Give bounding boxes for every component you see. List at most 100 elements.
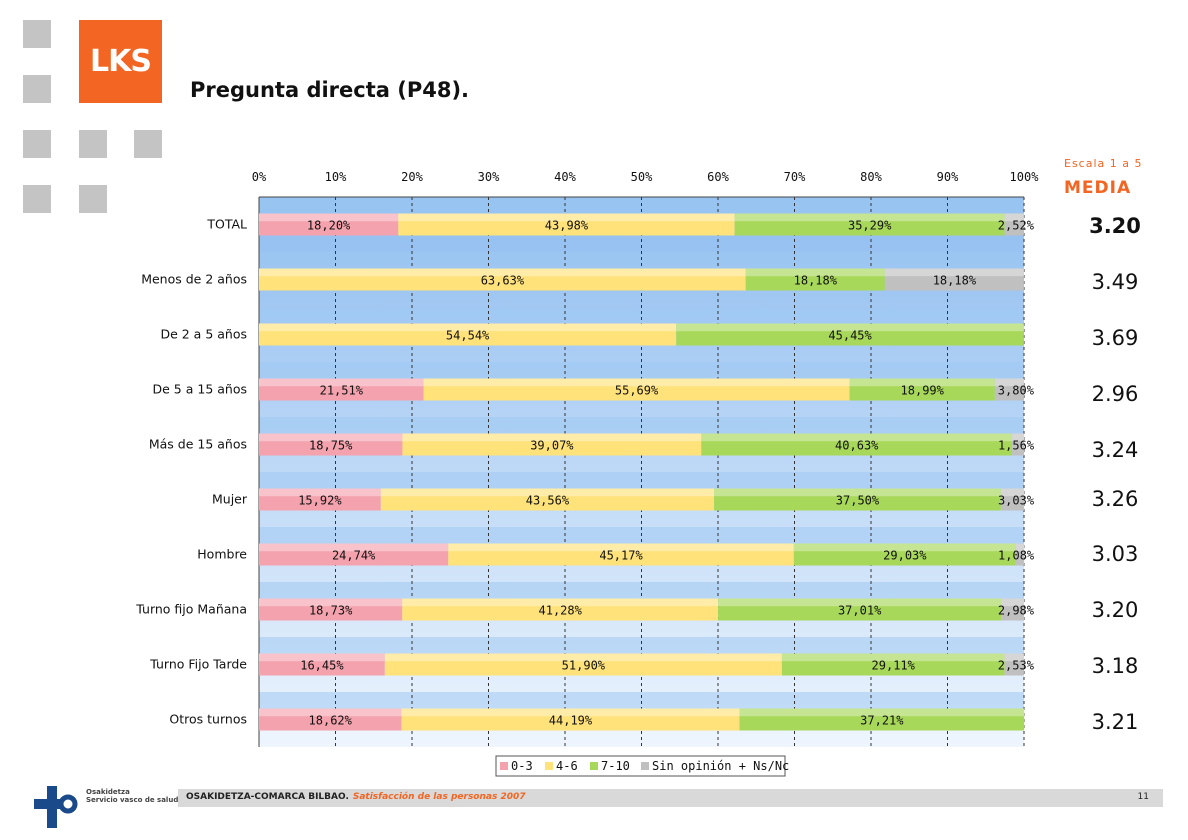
- bar-highlight: [701, 433, 1013, 442]
- bar-highlight: [259, 598, 403, 607]
- data-label: 24,74%: [332, 549, 376, 563]
- scale-note: Escala 1 a 5: [1064, 157, 1143, 170]
- bar-segment: [402, 598, 719, 621]
- bar-highlight: [745, 268, 885, 277]
- y-category-label: Más de 15 años: [149, 437, 247, 452]
- bar-segment: [676, 323, 1024, 346]
- data-label: 18,73%: [309, 604, 353, 618]
- legend-swatch: [641, 762, 649, 770]
- media-value: 3.21: [1091, 710, 1139, 734]
- bar-segment: [259, 268, 746, 291]
- bar-segment: [259, 433, 403, 456]
- bar-segment: [714, 488, 1001, 511]
- bar-segment: [739, 708, 1025, 731]
- bar-highlight: [781, 653, 1005, 662]
- bar-segment: [259, 653, 385, 676]
- footer-org: OSAKIDETZA-COMARCA BILBAO. Satisfacción d…: [186, 792, 526, 802]
- deco-square: [23, 75, 51, 103]
- y-category-label: Turno fijo Mañana: [135, 602, 247, 617]
- bar-highlight: [380, 488, 715, 497]
- bar-highlight: [259, 268, 746, 277]
- bar-highlight: [402, 598, 719, 607]
- data-label: 18,18%: [794, 274, 838, 288]
- y-category-label: Menos de 2 años: [141, 272, 247, 287]
- data-label: 16,45%: [300, 659, 344, 673]
- bar-segment: [259, 488, 381, 511]
- x-tick-label: 80%: [860, 170, 882, 184]
- bar-highlight: [259, 708, 402, 717]
- bar-segment: [448, 543, 794, 566]
- bar-segment: [402, 433, 702, 456]
- y-category-label: Hombre: [197, 547, 247, 562]
- x-tick-label: 60%: [707, 170, 729, 184]
- bar-highlight: [1004, 213, 1024, 222]
- bar-segment: [1015, 543, 1025, 566]
- bar-segment: [259, 708, 402, 731]
- page-number: 11: [1137, 792, 1149, 802]
- bar-highlight: [1000, 488, 1025, 497]
- data-label: 54,54%: [446, 329, 490, 343]
- legend-box: [495, 755, 786, 777]
- legend-label: 4-6: [556, 759, 578, 773]
- bar-highlight: [259, 378, 424, 387]
- media-value: 3.18: [1091, 654, 1139, 678]
- data-label: 18,20%: [307, 219, 351, 233]
- x-tick-label: 0%: [252, 170, 267, 184]
- lks-logo: LKS: [79, 20, 162, 103]
- bar-highlight: [423, 378, 850, 387]
- bar-segment: [745, 268, 885, 291]
- deco-square: [23, 20, 51, 48]
- bar-highlight: [402, 433, 702, 442]
- bar-segment: [1000, 488, 1025, 511]
- x-tick-label: 70%: [784, 170, 806, 184]
- legend-swatch: [590, 762, 598, 770]
- x-tick-label: 30%: [478, 170, 500, 184]
- page-title: Pregunta directa (P48).: [190, 78, 470, 102]
- data-label: 18,75%: [309, 439, 353, 453]
- bar-highlight: [259, 323, 677, 332]
- footer-subtitle: Satisfacción de las personas 2007: [352, 792, 526, 802]
- data-label: 15,92%: [298, 494, 342, 508]
- bar-segment: [718, 598, 1002, 621]
- data-label: 37,21%: [860, 714, 904, 728]
- x-tick-label: 40%: [554, 170, 576, 184]
- data-label: 2,53%: [998, 659, 1035, 673]
- deco-square: [134, 130, 162, 158]
- data-label: 43,56%: [526, 494, 570, 508]
- bar-segment: [994, 378, 1024, 401]
- bar-segment: [1012, 433, 1025, 456]
- y-category-label: Otros turnos: [169, 712, 247, 727]
- bar-highlight: [884, 268, 1024, 277]
- data-label: 21,51%: [320, 384, 364, 398]
- data-label: 18,62%: [309, 714, 353, 728]
- bar-highlight: [448, 543, 794, 552]
- data-label: 1,08%: [998, 549, 1035, 563]
- bar-segment: [701, 433, 1013, 456]
- legend-label: Sin opinión + Ns/Nc: [652, 759, 789, 773]
- data-label: 1,56%: [998, 439, 1035, 453]
- bar-segment: [259, 598, 403, 621]
- osakidetza-brand: Osakidetza Servicio vasco de salud: [86, 788, 178, 804]
- bar-highlight: [401, 708, 740, 717]
- data-label: 35,29%: [848, 219, 892, 233]
- y-category-label: De 5 a 15 años: [153, 382, 247, 397]
- bar-segment: [398, 213, 735, 236]
- footer-bar: OSAKIDETZA-COMARCA BILBAO. Satisfacción d…: [178, 789, 1163, 807]
- bar-highlight: [259, 433, 403, 442]
- bar-highlight: [793, 543, 1016, 552]
- x-tick-label: 100%: [1010, 170, 1040, 184]
- bar-segment: [401, 708, 740, 731]
- deco-square: [79, 185, 107, 213]
- deco-square: [23, 130, 51, 158]
- data-label: 40,63%: [835, 439, 879, 453]
- bar-highlight: [994, 378, 1024, 387]
- data-label: 29,03%: [883, 549, 927, 563]
- bar-highlight: [714, 488, 1001, 497]
- media-value: 3.49: [1091, 270, 1139, 294]
- deco-square: [23, 185, 51, 213]
- bar-highlight: [718, 598, 1002, 607]
- data-label: 18,99%: [901, 384, 945, 398]
- media-value: 3.69: [1091, 326, 1139, 350]
- data-label: 44,19%: [549, 714, 593, 728]
